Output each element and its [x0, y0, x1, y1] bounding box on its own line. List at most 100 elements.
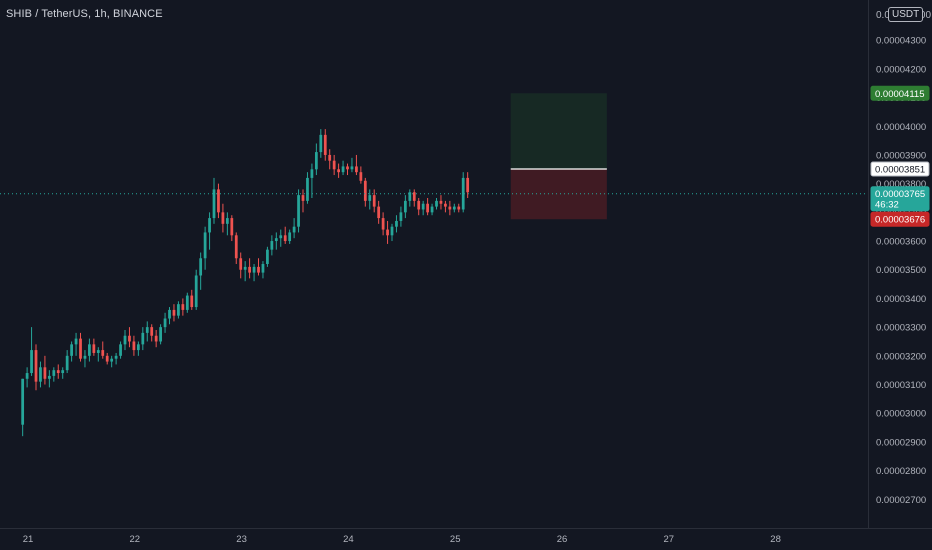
candle — [466, 172, 470, 198]
candle — [185, 292, 189, 313]
candle-body — [194, 275, 198, 308]
candle-body — [128, 335, 131, 342]
candle — [403, 195, 407, 219]
candle — [279, 229, 283, 247]
candle — [412, 189, 416, 207]
candle-body — [421, 203, 425, 210]
candle — [34, 344, 38, 391]
candle — [217, 183, 220, 219]
candle-body — [412, 192, 416, 201]
candle — [377, 200, 381, 224]
candle-body — [248, 266, 251, 273]
time-axis[interactable]: 21 22 23 24 25 26 27 28 — [23, 534, 781, 545]
candle-body — [274, 238, 278, 242]
candle — [452, 203, 456, 213]
candle — [399, 206, 403, 227]
candle-body — [310, 169, 314, 178]
candle-body — [461, 177, 465, 210]
candle — [159, 324, 162, 345]
candle-body — [34, 350, 38, 382]
candle — [457, 203, 461, 213]
candle-body — [399, 212, 403, 221]
position-zones — [510, 93, 607, 220]
candle — [355, 154, 358, 176]
candle — [248, 258, 251, 279]
candle-body — [452, 206, 456, 210]
candle — [123, 330, 127, 351]
candle-body — [297, 195, 300, 227]
candle-body — [390, 226, 394, 236]
candle-body — [243, 266, 247, 270]
candle — [288, 229, 292, 244]
candle — [430, 203, 434, 216]
price-tag-value: 0.00004115 — [875, 89, 925, 100]
price-tag-value: 0.00003851 — [875, 165, 925, 176]
candle-body — [439, 200, 443, 204]
candle — [314, 143, 318, 176]
candle-body — [435, 200, 438, 207]
candle-body — [288, 232, 292, 242]
candle — [132, 335, 136, 356]
candle-body — [381, 218, 385, 230]
currency-badge[interactable]: USDT — [888, 7, 924, 22]
candle-body — [337, 169, 340, 173]
candle — [368, 189, 372, 210]
candle-body — [181, 304, 185, 310]
candle-body — [145, 327, 149, 333]
candle-body — [199, 258, 203, 276]
candle — [301, 189, 305, 213]
candle — [230, 215, 234, 242]
candle — [128, 327, 131, 348]
price-tick-label: 0.00003900 — [876, 150, 926, 161]
candle — [363, 177, 367, 207]
candle-body — [132, 341, 136, 351]
candle — [181, 298, 185, 316]
candle — [292, 218, 296, 239]
candle — [261, 261, 265, 279]
candle — [350, 157, 354, 173]
candle — [243, 261, 247, 282]
candle-body — [203, 232, 207, 259]
candle — [274, 232, 278, 250]
candle — [225, 212, 229, 236]
candle — [65, 350, 69, 374]
candle — [79, 332, 82, 362]
price-tick-label: 0.00003000 — [876, 409, 926, 420]
candle — [252, 264, 256, 282]
candle — [39, 361, 42, 388]
candle — [328, 149, 332, 170]
price-tick-label: 0.00002700 — [876, 495, 926, 506]
candle — [47, 370, 51, 388]
candle-body — [74, 338, 78, 345]
candle — [96, 347, 100, 362]
candle — [306, 172, 309, 204]
candle — [386, 220, 389, 244]
candle-body — [154, 335, 158, 342]
candle-body — [88, 344, 91, 356]
price-tag-target: 0.00004115 — [870, 85, 930, 101]
candle-body — [283, 235, 287, 242]
candle — [390, 223, 394, 242]
candle-body — [239, 258, 243, 270]
candle-body — [110, 358, 114, 362]
candle-body — [350, 166, 354, 170]
candle — [21, 378, 25, 437]
candle-body — [252, 266, 256, 273]
candle-body — [83, 355, 87, 359]
candle-body — [105, 355, 109, 362]
candle-body — [141, 332, 145, 345]
candle-body — [319, 134, 323, 153]
candle-body — [43, 367, 47, 379]
candle — [25, 367, 29, 388]
price-tag-box — [870, 161, 930, 177]
candle — [221, 203, 225, 233]
candle — [101, 341, 105, 359]
candle — [56, 364, 60, 379]
candle-body — [163, 318, 167, 328]
candle — [444, 200, 447, 213]
price-tick-label: 0.00003100 — [876, 380, 926, 391]
